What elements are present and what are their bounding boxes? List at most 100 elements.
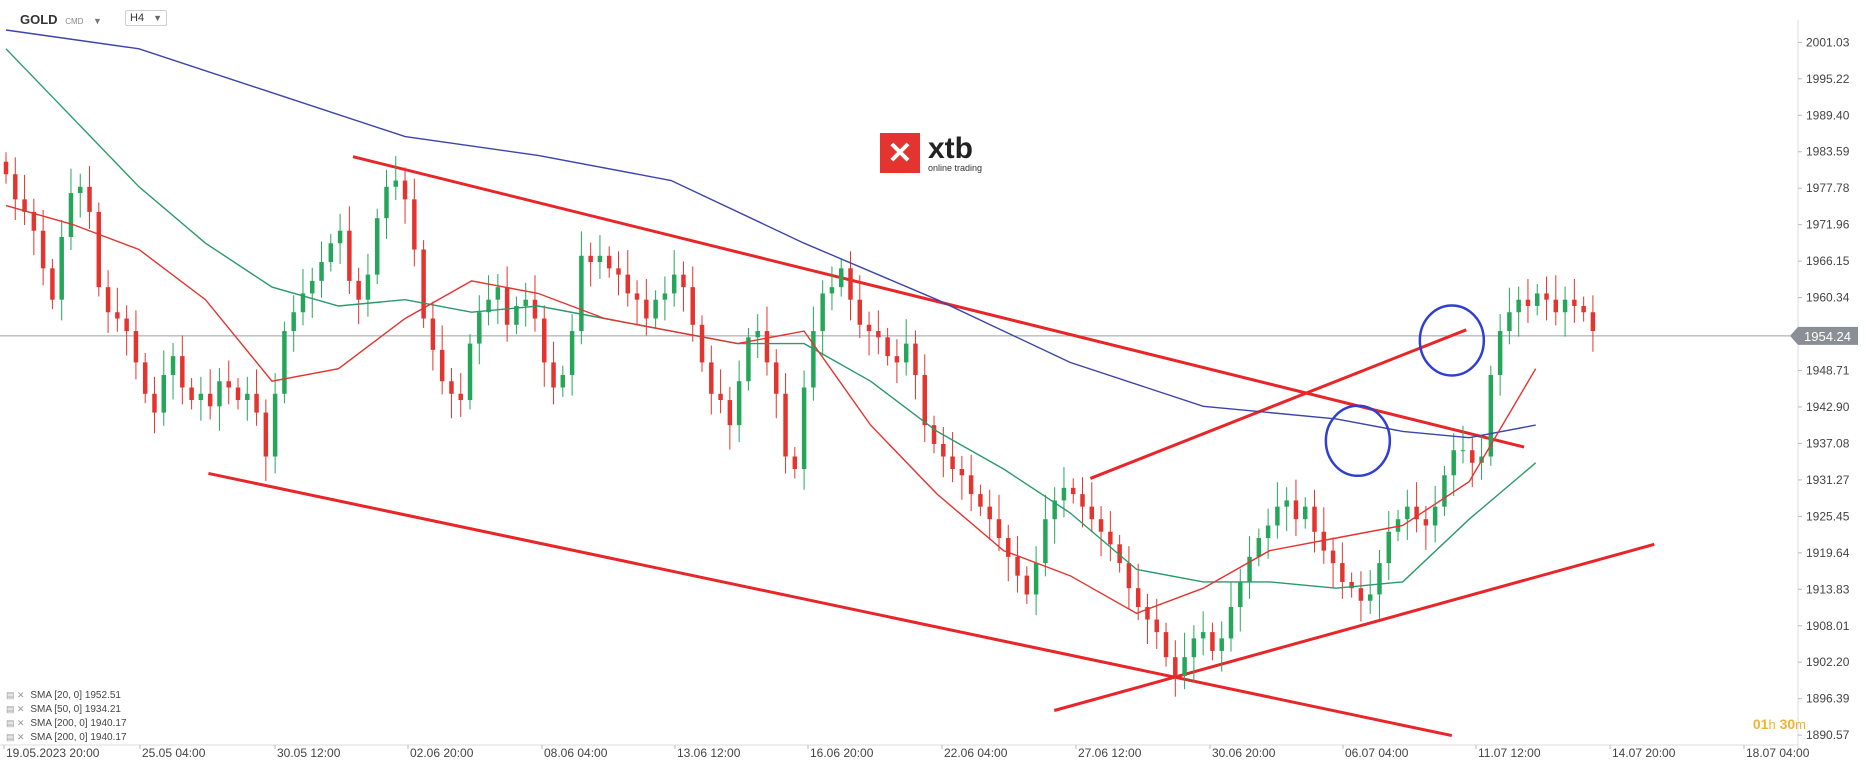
candle-body	[1544, 293, 1549, 300]
timeframe-select[interactable]: H4 ▼	[125, 10, 167, 26]
timer-h: h	[1768, 717, 1776, 732]
candle-body	[3, 161, 9, 175]
settings-icon[interactable]: ▤ ✕	[6, 690, 25, 700]
y-tick-label: 1960.34	[1806, 291, 1850, 305]
candle-body	[1497, 331, 1503, 375]
candle-body	[504, 287, 510, 325]
candle-body	[857, 299, 863, 325]
candle-body	[811, 331, 816, 388]
candle-body	[124, 318, 129, 332]
y-tick-label: 1931.27	[1806, 473, 1850, 487]
y-tick-label: 1919.64	[1806, 546, 1850, 560]
candle-body	[1340, 563, 1345, 582]
settings-icon[interactable]: ▤ ✕	[6, 704, 25, 714]
candle-body	[263, 412, 269, 457]
candle-body	[152, 393, 157, 413]
candle-body	[718, 393, 723, 401]
overlays	[1324, 304, 1486, 478]
candle-body	[848, 268, 853, 300]
moving-averages	[5, 29, 1537, 615]
symbol-name: GOLD	[20, 12, 58, 27]
candle-body	[894, 356, 900, 363]
candle-body	[365, 274, 371, 300]
candle-body	[560, 374, 566, 388]
current-price-label: 1954.24	[1804, 329, 1851, 344]
chart-toolbar: GOLD CMD ▼ H4 ▼	[0, 0, 1866, 38]
candle-body	[690, 287, 695, 325]
candle-body	[1553, 299, 1559, 313]
candle-body	[356, 280, 361, 300]
legend-item[interactable]: ▤ ✕ SMA [20, 0] 1952.51	[6, 688, 127, 702]
candle-body	[1256, 538, 1262, 557]
candle-body	[1442, 475, 1447, 507]
candle-body	[1126, 563, 1132, 589]
settings-icon[interactable]: ▤ ✕	[6, 732, 25, 742]
candles	[3, 152, 1596, 697]
candle-body	[78, 186, 83, 194]
candle-body	[467, 343, 473, 401]
candle-body	[903, 343, 909, 363]
candle-body	[96, 211, 102, 288]
logo-brand: xtb	[928, 131, 973, 165]
candle-body	[1210, 632, 1215, 651]
legend-label: SMA [200, 0]	[30, 718, 88, 729]
candle-body	[207, 393, 213, 407]
candle-body	[792, 456, 798, 470]
candle-body	[1265, 525, 1271, 539]
legend-item[interactable]: ▤ ✕ SMA [200, 0] 1940.17	[6, 716, 127, 730]
candle-body	[959, 469, 965, 476]
candle-body	[885, 337, 890, 357]
settings-icon[interactable]: ▤ ✕	[6, 718, 25, 728]
symbol-selector[interactable]: GOLD CMD ▼	[20, 12, 102, 27]
candle-body	[31, 211, 37, 231]
candle-body	[514, 305, 519, 325]
candle-body	[1405, 506, 1410, 520]
legend-item[interactable]: ▤ ✕ SMA [50, 0] 1934.21	[6, 702, 127, 716]
legend-item[interactable]: ▤ ✕ SMA [200, 0] 1940.17	[6, 730, 127, 744]
y-tick-label: 1937.08	[1806, 436, 1850, 450]
y-tick-label: 1890.57	[1806, 728, 1850, 742]
candle-body	[764, 331, 770, 363]
candle-body	[1033, 563, 1039, 595]
candle-body	[189, 387, 194, 401]
highlight-circle	[1418, 304, 1486, 377]
candle-body	[996, 519, 1002, 539]
x-tick-label: 22.06 04:00	[944, 746, 1008, 760]
indicator-legend: ▤ ✕ SMA [20, 0] 1952.51 ▤ ✕ SMA [50, 0] …	[6, 688, 127, 744]
candle-body	[866, 324, 872, 332]
candle-body	[22, 199, 27, 212]
y-tick-label: 1948.71	[1806, 364, 1850, 378]
candle-body	[226, 381, 231, 388]
candle-body	[59, 236, 64, 300]
chevron-down-icon: ▼	[93, 16, 102, 26]
y-tick-label: 1942.90	[1806, 400, 1850, 414]
candle-body	[746, 337, 751, 382]
candle-body	[393, 180, 399, 187]
candle-body	[1562, 299, 1568, 313]
legend-value: 1940.17	[90, 718, 127, 729]
candle-body	[653, 299, 658, 319]
candle-body	[1275, 506, 1280, 526]
candle-body	[1321, 531, 1327, 551]
candle-body	[486, 299, 491, 313]
candle-body	[105, 287, 111, 313]
x-tick-label: 30.05 12:00	[277, 746, 341, 760]
candle-body	[439, 349, 445, 382]
legend-value: 1952.51	[84, 690, 121, 701]
candle-body	[727, 400, 733, 426]
candle-body	[1145, 607, 1150, 620]
candle-body	[551, 362, 556, 388]
candle-body	[1191, 638, 1197, 658]
trendlines	[208, 155, 1655, 738]
candle-body	[1117, 544, 1122, 564]
candle-body	[1006, 538, 1011, 557]
candle-body	[597, 255, 603, 263]
candle-body	[430, 318, 436, 350]
candle-body	[606, 255, 612, 269]
trendline	[208, 471, 1453, 738]
sma20-line	[5, 204, 1537, 615]
xtb-logo: ✕ xtb online trading	[880, 133, 982, 173]
x-tick-label: 18.07 04:00	[1746, 746, 1810, 760]
candle-body	[1367, 594, 1373, 601]
